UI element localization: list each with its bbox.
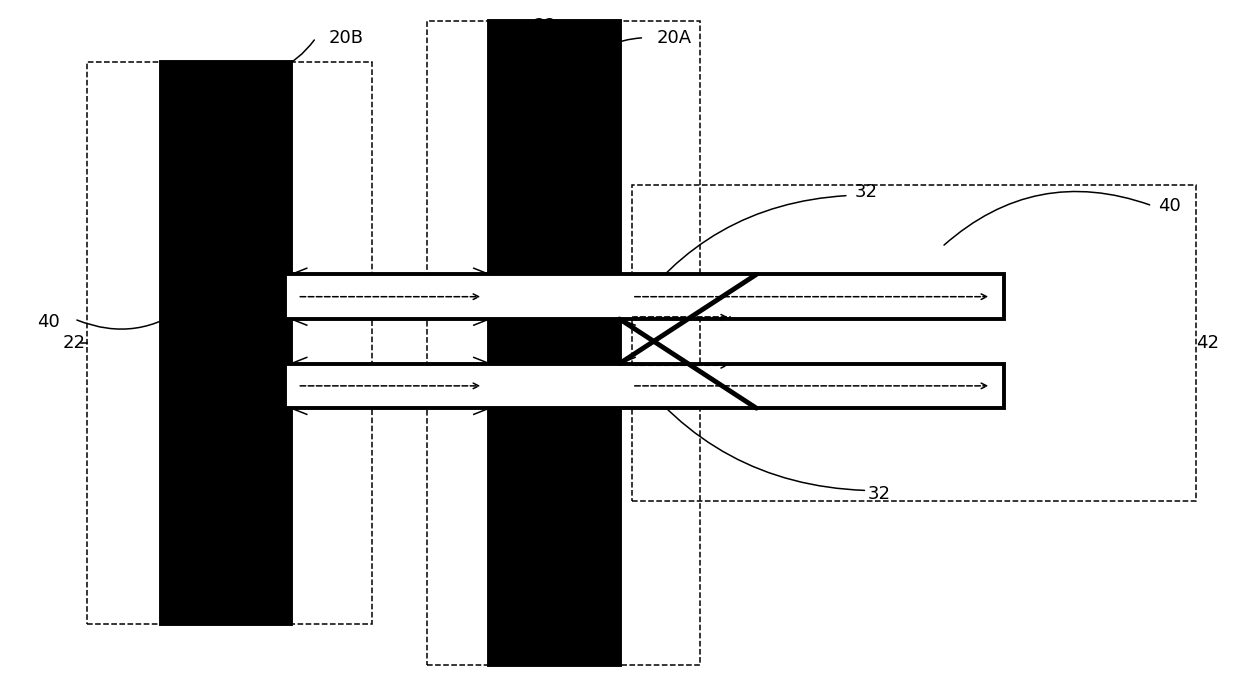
Text: 40: 40 [37, 314, 59, 331]
Text: 40: 40 [1158, 197, 1181, 215]
Text: 32: 32 [855, 183, 878, 201]
Text: 24A: 24A [502, 314, 532, 329]
Bar [427, 21, 700, 665]
Text: 22: 22 [534, 17, 556, 35]
Bar [87, 62, 372, 624]
Text: 20B: 20B [328, 29, 363, 47]
Text: 42: 42 [1196, 334, 1219, 352]
Text: 32: 32 [867, 485, 891, 503]
Text: 24A: 24A [502, 353, 532, 368]
Text: 20A: 20A [657, 29, 691, 47]
Text: 22: 22 [63, 334, 85, 352]
Text: 22: 22 [534, 651, 556, 669]
Bar [632, 185, 1196, 501]
Bar [285, 274, 1004, 319]
Bar [161, 62, 291, 624]
Bar [489, 21, 620, 665]
Bar [285, 364, 1004, 408]
